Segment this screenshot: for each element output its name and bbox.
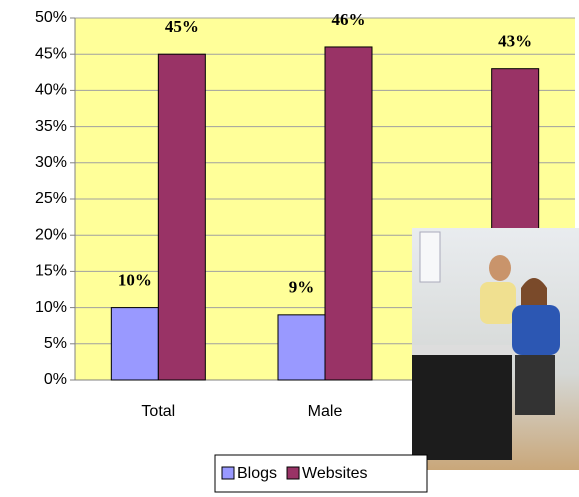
y-tick-label: 30% bbox=[35, 154, 67, 171]
y-tick-label: 15% bbox=[35, 263, 67, 280]
data-label: 43% bbox=[498, 32, 532, 51]
data-label: 9% bbox=[289, 278, 315, 297]
bar bbox=[324, 46, 373, 381]
x-tick-label: Male bbox=[308, 403, 343, 420]
y-tick-label: 20% bbox=[35, 226, 67, 243]
x-tick-label: Total bbox=[141, 403, 175, 420]
data-label: 10% bbox=[118, 271, 152, 290]
legend-label: Blogs bbox=[237, 465, 277, 482]
legend-box bbox=[214, 454, 428, 493]
photo bbox=[412, 228, 579, 470]
y-tick-label: 10% bbox=[35, 299, 67, 316]
y-tick-label: 50% bbox=[35, 9, 67, 26]
y-tick-label: 5% bbox=[44, 335, 67, 352]
legend-swatch bbox=[286, 466, 300, 480]
legend-swatch bbox=[221, 466, 235, 480]
legend-label: Websites bbox=[302, 465, 368, 482]
y-tick-label: 25% bbox=[35, 190, 67, 207]
bar bbox=[157, 53, 206, 381]
legend: Blogs Websites bbox=[214, 454, 428, 493]
y-tick-label: 0% bbox=[44, 371, 67, 388]
bar bbox=[277, 314, 326, 381]
data-label: 46% bbox=[332, 10, 366, 29]
bar bbox=[110, 307, 159, 381]
y-tick-label: 40% bbox=[35, 82, 67, 99]
y-tick-label: 45% bbox=[35, 45, 67, 62]
data-label: 45% bbox=[165, 17, 199, 36]
y-tick-label: 35% bbox=[35, 118, 67, 135]
